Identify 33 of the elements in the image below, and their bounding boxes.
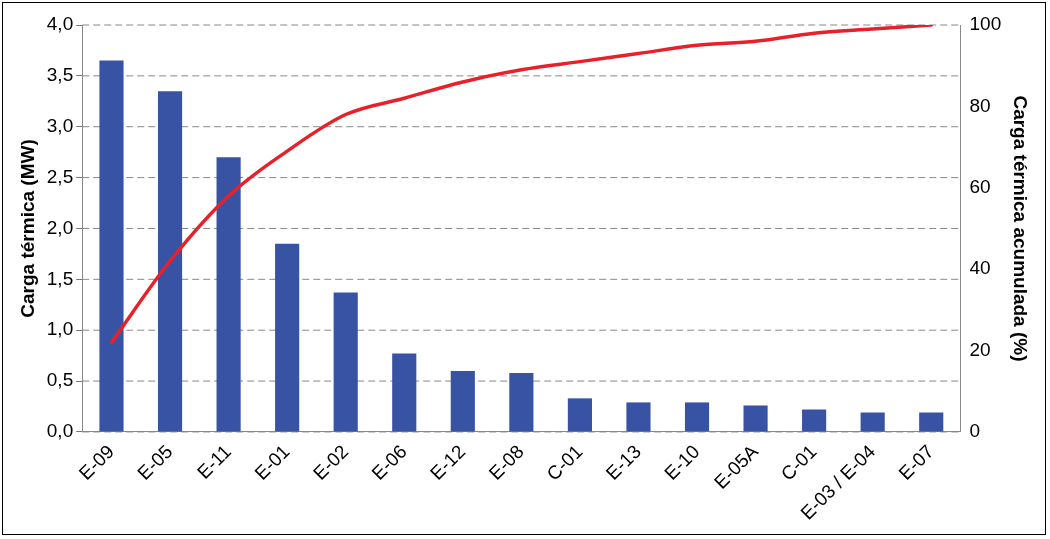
y2-tick-label: 80 [969, 94, 991, 116]
y-tick-label: 3,5 [46, 64, 74, 86]
y2-tick-label: 60 [969, 176, 991, 197]
y2-tick-label: 100 [969, 13, 1002, 35]
y-tick-label: 2,5 [46, 165, 74, 187]
bar [626, 402, 651, 432]
y-tick-label: 3,0 [46, 114, 74, 136]
line-series [109, 25, 933, 345]
bar [567, 398, 592, 432]
bar [509, 372, 534, 432]
y-axis-title: Carga térmica (MW) [16, 139, 38, 318]
bar [392, 353, 417, 432]
y-tick-label: 0,5 [46, 369, 74, 391]
y2-tick-label: 20 [969, 338, 991, 360]
y-tick-label: 1,5 [46, 267, 74, 289]
bar [275, 243, 300, 432]
y2-tick-label: 0 [969, 420, 981, 442]
bar [99, 60, 124, 432]
bar [684, 402, 710, 432]
bar [743, 405, 768, 432]
bar [802, 409, 827, 432]
bar [450, 370, 475, 432]
bar [157, 91, 183, 432]
y2-axis-title: Carga térmica acumulada (%) [1010, 95, 1032, 362]
y-tick-label: 1,0 [46, 318, 74, 340]
bar [860, 412, 885, 432]
bar [333, 292, 358, 432]
y-tick-label: 4,0 [46, 13, 74, 35]
y2-tick-label: 40 [969, 257, 991, 279]
y-tick-label: 0,0 [46, 420, 74, 442]
bar [919, 412, 944, 432]
bar [216, 157, 241, 432]
y-tick-label: 2,0 [46, 216, 74, 238]
